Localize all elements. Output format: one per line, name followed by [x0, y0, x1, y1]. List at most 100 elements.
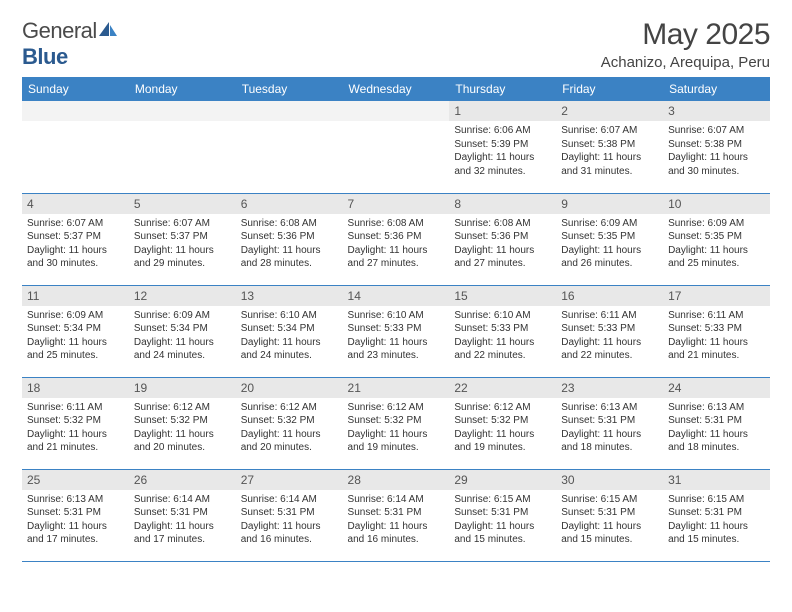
day-number: 24 — [663, 378, 770, 398]
day-cell — [129, 101, 236, 193]
week-row: 25Sunrise: 6:13 AMSunset: 5:31 PMDayligh… — [22, 469, 770, 561]
day-cell: 12Sunrise: 6:09 AMSunset: 5:34 PMDayligh… — [129, 285, 236, 377]
day-cell: 23Sunrise: 6:13 AMSunset: 5:31 PMDayligh… — [556, 377, 663, 469]
weekday-header: Monday — [129, 77, 236, 101]
day-cell: 16Sunrise: 6:11 AMSunset: 5:33 PMDayligh… — [556, 285, 663, 377]
day-cell: 21Sunrise: 6:12 AMSunset: 5:32 PMDayligh… — [343, 377, 450, 469]
day-number: 9 — [556, 194, 663, 214]
day-number: 12 — [129, 286, 236, 306]
day-number: 6 — [236, 194, 343, 214]
sail-icon — [97, 18, 119, 44]
day-cell: 14Sunrise: 6:10 AMSunset: 5:33 PMDayligh… — [343, 285, 450, 377]
weekday-header: Tuesday — [236, 77, 343, 101]
day-cell: 17Sunrise: 6:11 AMSunset: 5:33 PMDayligh… — [663, 285, 770, 377]
day-details: Sunrise: 6:07 AMSunset: 5:38 PMDaylight:… — [663, 121, 770, 182]
day-number: 25 — [22, 470, 129, 490]
day-cell: 1Sunrise: 6:06 AMSunset: 5:39 PMDaylight… — [449, 101, 556, 193]
brand-part2: Blue — [22, 44, 68, 69]
day-cell: 24Sunrise: 6:13 AMSunset: 5:31 PMDayligh… — [663, 377, 770, 469]
day-cell: 20Sunrise: 6:12 AMSunset: 5:32 PMDayligh… — [236, 377, 343, 469]
calendar-table: Sunday Monday Tuesday Wednesday Thursday… — [22, 77, 770, 562]
day-details: Sunrise: 6:08 AMSunset: 5:36 PMDaylight:… — [236, 214, 343, 275]
day-details: Sunrise: 6:09 AMSunset: 5:35 PMDaylight:… — [556, 214, 663, 275]
day-cell: 2Sunrise: 6:07 AMSunset: 5:38 PMDaylight… — [556, 101, 663, 193]
day-details: Sunrise: 6:07 AMSunset: 5:37 PMDaylight:… — [22, 214, 129, 275]
day-number: 23 — [556, 378, 663, 398]
day-number: 11 — [22, 286, 129, 306]
day-number: 7 — [343, 194, 450, 214]
day-number: 22 — [449, 378, 556, 398]
day-number: 15 — [449, 286, 556, 306]
day-details: Sunrise: 6:14 AMSunset: 5:31 PMDaylight:… — [129, 490, 236, 551]
day-cell — [236, 101, 343, 193]
day-number: 28 — [343, 470, 450, 490]
calendar-body: 1Sunrise: 6:06 AMSunset: 5:39 PMDaylight… — [22, 101, 770, 561]
day-number: 18 — [22, 378, 129, 398]
day-details: Sunrise: 6:12 AMSunset: 5:32 PMDaylight:… — [236, 398, 343, 459]
day-cell: 26Sunrise: 6:14 AMSunset: 5:31 PMDayligh… — [129, 469, 236, 561]
day-details: Sunrise: 6:15 AMSunset: 5:31 PMDaylight:… — [556, 490, 663, 551]
day-number: 3 — [663, 101, 770, 121]
day-cell — [343, 101, 450, 193]
day-number: 30 — [556, 470, 663, 490]
weekday-header-row: Sunday Monday Tuesday Wednesday Thursday… — [22, 77, 770, 101]
day-details: Sunrise: 6:13 AMSunset: 5:31 PMDaylight:… — [22, 490, 129, 551]
day-cell: 22Sunrise: 6:12 AMSunset: 5:32 PMDayligh… — [449, 377, 556, 469]
day-cell: 13Sunrise: 6:10 AMSunset: 5:34 PMDayligh… — [236, 285, 343, 377]
day-number: 4 — [22, 194, 129, 214]
day-details: Sunrise: 6:11 AMSunset: 5:32 PMDaylight:… — [22, 398, 129, 459]
day-details: Sunrise: 6:11 AMSunset: 5:33 PMDaylight:… — [663, 306, 770, 367]
brand-text: GeneralBlue — [22, 18, 119, 70]
day-cell: 15Sunrise: 6:10 AMSunset: 5:33 PMDayligh… — [449, 285, 556, 377]
header: GeneralBlue May 2025 Achanizo, Arequipa,… — [22, 18, 770, 71]
week-row: 4Sunrise: 6:07 AMSunset: 5:37 PMDaylight… — [22, 193, 770, 285]
brand-logo: GeneralBlue — [22, 18, 119, 70]
day-details: Sunrise: 6:08 AMSunset: 5:36 PMDaylight:… — [343, 214, 450, 275]
day-cell: 3Sunrise: 6:07 AMSunset: 5:38 PMDaylight… — [663, 101, 770, 193]
day-details: Sunrise: 6:10 AMSunset: 5:34 PMDaylight:… — [236, 306, 343, 367]
location-label: Achanizo, Arequipa, Peru — [601, 54, 770, 71]
day-details: Sunrise: 6:08 AMSunset: 5:36 PMDaylight:… — [449, 214, 556, 275]
weekday-header: Wednesday — [343, 77, 450, 101]
day-number: 31 — [663, 470, 770, 490]
day-cell: 18Sunrise: 6:11 AMSunset: 5:32 PMDayligh… — [22, 377, 129, 469]
day-details: Sunrise: 6:06 AMSunset: 5:39 PMDaylight:… — [449, 121, 556, 182]
day-details: Sunrise: 6:14 AMSunset: 5:31 PMDaylight:… — [236, 490, 343, 551]
day-details: Sunrise: 6:12 AMSunset: 5:32 PMDaylight:… — [449, 398, 556, 459]
weekday-header: Friday — [556, 77, 663, 101]
weekday-header: Sunday — [22, 77, 129, 101]
day-cell: 30Sunrise: 6:15 AMSunset: 5:31 PMDayligh… — [556, 469, 663, 561]
day-cell: 29Sunrise: 6:15 AMSunset: 5:31 PMDayligh… — [449, 469, 556, 561]
day-cell: 7Sunrise: 6:08 AMSunset: 5:36 PMDaylight… — [343, 193, 450, 285]
day-details: Sunrise: 6:12 AMSunset: 5:32 PMDaylight:… — [129, 398, 236, 459]
week-row: 11Sunrise: 6:09 AMSunset: 5:34 PMDayligh… — [22, 285, 770, 377]
day-number: 16 — [556, 286, 663, 306]
day-cell: 10Sunrise: 6:09 AMSunset: 5:35 PMDayligh… — [663, 193, 770, 285]
day-cell: 5Sunrise: 6:07 AMSunset: 5:37 PMDaylight… — [129, 193, 236, 285]
day-details: Sunrise: 6:13 AMSunset: 5:31 PMDaylight:… — [663, 398, 770, 459]
day-details: Sunrise: 6:15 AMSunset: 5:31 PMDaylight:… — [663, 490, 770, 551]
day-number: 20 — [236, 378, 343, 398]
day-number: 14 — [343, 286, 450, 306]
weekday-header: Saturday — [663, 77, 770, 101]
day-number: 8 — [449, 194, 556, 214]
day-details: Sunrise: 6:14 AMSunset: 5:31 PMDaylight:… — [343, 490, 450, 551]
day-cell: 9Sunrise: 6:09 AMSunset: 5:35 PMDaylight… — [556, 193, 663, 285]
day-number: 29 — [449, 470, 556, 490]
day-number: 17 — [663, 286, 770, 306]
day-cell: 4Sunrise: 6:07 AMSunset: 5:37 PMDaylight… — [22, 193, 129, 285]
day-details: Sunrise: 6:07 AMSunset: 5:37 PMDaylight:… — [129, 214, 236, 275]
day-number: 26 — [129, 470, 236, 490]
day-number: 2 — [556, 101, 663, 121]
day-cell: 6Sunrise: 6:08 AMSunset: 5:36 PMDaylight… — [236, 193, 343, 285]
weekday-header: Thursday — [449, 77, 556, 101]
day-details: Sunrise: 6:11 AMSunset: 5:33 PMDaylight:… — [556, 306, 663, 367]
day-number: 1 — [449, 101, 556, 121]
day-details: Sunrise: 6:13 AMSunset: 5:31 PMDaylight:… — [556, 398, 663, 459]
day-details: Sunrise: 6:12 AMSunset: 5:32 PMDaylight:… — [343, 398, 450, 459]
week-row: 1Sunrise: 6:06 AMSunset: 5:39 PMDaylight… — [22, 101, 770, 193]
day-number: 13 — [236, 286, 343, 306]
day-details: Sunrise: 6:09 AMSunset: 5:34 PMDaylight:… — [129, 306, 236, 367]
page-title: May 2025 — [601, 18, 770, 52]
day-details: Sunrise: 6:10 AMSunset: 5:33 PMDaylight:… — [343, 306, 450, 367]
